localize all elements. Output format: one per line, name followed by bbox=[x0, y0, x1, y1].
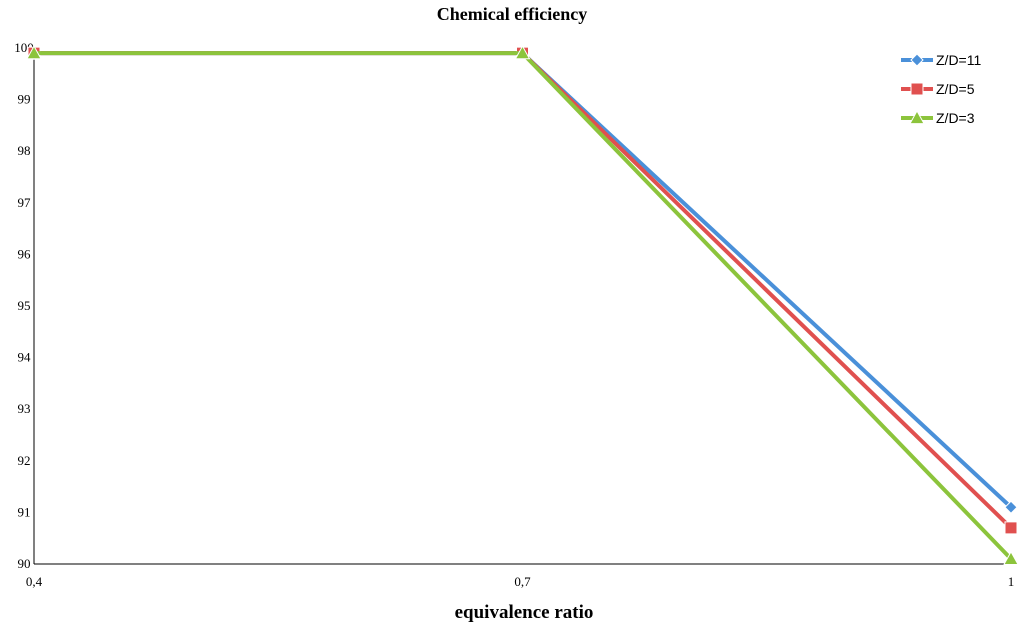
y-tick-label: 93 bbox=[18, 401, 31, 416]
data-point bbox=[1003, 550, 1019, 565]
data-point bbox=[26, 45, 42, 60]
y-tick-label: 94 bbox=[18, 350, 32, 365]
y-tick-label: 92 bbox=[18, 453, 31, 468]
x-axis-title: equivalence ratio bbox=[455, 602, 594, 623]
legend-item: Z/D=11 bbox=[901, 52, 981, 68]
y-tick-label: 95 bbox=[18, 298, 31, 313]
legend: Z/D=11 Z/D=5 Z/D=3 bbox=[901, 52, 981, 126]
series-1 bbox=[27, 46, 1018, 514]
data-point bbox=[514, 45, 531, 60]
x-tick-label: 1 bbox=[1008, 574, 1015, 589]
series-3 bbox=[26, 45, 1019, 565]
y-tick-label: 96 bbox=[18, 246, 32, 261]
x-tick-label: 0,7 bbox=[514, 574, 531, 589]
y-tick-label: 90 bbox=[18, 556, 31, 571]
legend-item: Z/D=3 bbox=[901, 109, 975, 126]
x-axis: 0,4 0,7 1 bbox=[26, 563, 1014, 589]
y-tick-label: 91 bbox=[18, 504, 31, 519]
series-layer bbox=[26, 45, 1019, 565]
series-line bbox=[32, 51, 1013, 510]
legend-label: Z/D=11 bbox=[936, 52, 981, 68]
legend-item: Z/D=5 bbox=[901, 81, 975, 97]
series-line bbox=[32, 51, 1013, 530]
legend-marker bbox=[910, 82, 924, 96]
legend-label: Z/D=5 bbox=[936, 81, 975, 97]
legend-marker bbox=[910, 53, 924, 67]
x-tick-labels: 0,4 0,7 1 bbox=[26, 574, 1014, 589]
legend-label: Z/D=3 bbox=[936, 110, 975, 126]
y-tick-label: 97 bbox=[18, 195, 32, 210]
x-tick-label: 0,4 bbox=[26, 574, 43, 589]
chart-title: Chemical efficiency bbox=[437, 4, 587, 24]
data-point bbox=[1004, 521, 1018, 535]
data-point bbox=[1004, 500, 1018, 514]
series-line bbox=[32, 51, 1013, 561]
series-2 bbox=[27, 46, 1018, 535]
y-tick-label: 99 bbox=[18, 92, 31, 107]
legend-marker bbox=[909, 109, 925, 125]
y-tick-label: 98 bbox=[18, 143, 31, 158]
